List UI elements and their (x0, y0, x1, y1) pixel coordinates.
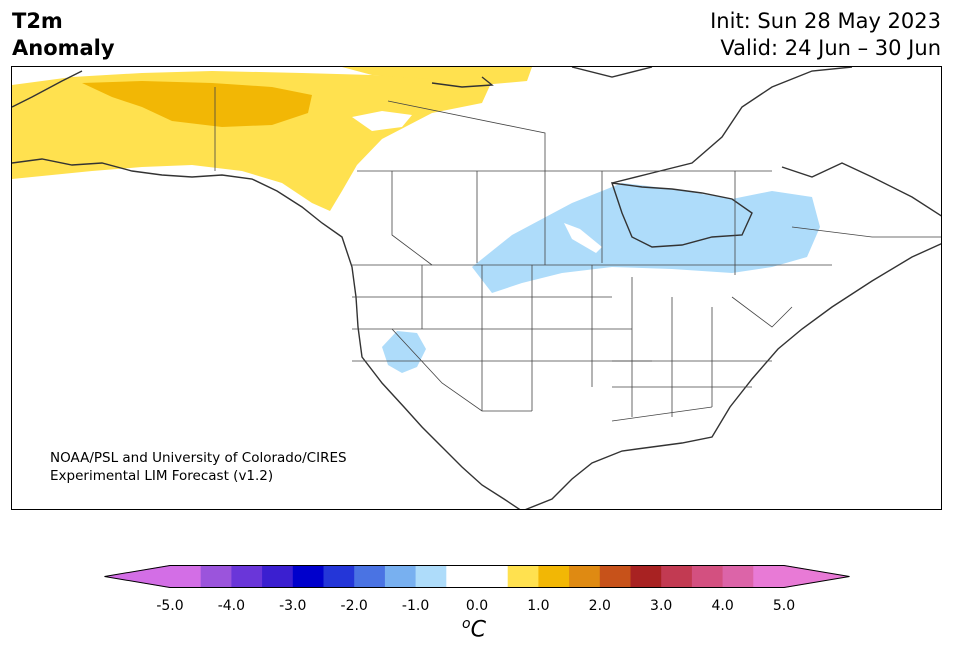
colorbar-swatch (477, 565, 509, 588)
colorbar-swatch (354, 565, 386, 588)
title-line-2: Anomaly (12, 36, 115, 60)
colorbar-swatch (753, 565, 785, 588)
colorbar-tick-label: 4.0 (711, 598, 734, 614)
forecast-dates: Init: Sun 28 May 2023 Valid: 24 Jun – 30… (710, 8, 941, 62)
colorbar-tick-label: 5.0 (772, 598, 796, 614)
colorbar-swatch (599, 565, 631, 588)
colorbar-swatch (200, 565, 232, 588)
colorbar-swatch (538, 565, 570, 588)
title-line-1: T2m (12, 9, 63, 33)
borders (214, 87, 941, 422)
colorbar-swatch (569, 565, 601, 588)
cool-anomaly-nevada (382, 331, 426, 373)
colorbar (104, 565, 850, 588)
colorbar-swatch (446, 565, 478, 588)
colorbar-tick-label: -1.0 (401, 598, 430, 614)
colorbar-swatch (507, 565, 539, 588)
colorbar-tick-label: -4.0 (217, 598, 246, 614)
init-date: Init: Sun 28 May 2023 (710, 9, 941, 33)
colorbar-swatch (231, 565, 263, 588)
valid-date: Valid: 24 Jun – 30 Jun (720, 36, 941, 60)
lake (564, 223, 602, 253)
colorbar-tick-label: 2.0 (588, 598, 611, 614)
warm-anomaly-alaska (12, 71, 492, 211)
warm-anomaly-core (82, 81, 312, 127)
lake (352, 111, 412, 131)
colorbar-unit: oC (462, 616, 486, 642)
credit-line-2: Experimental LIM Forecast (v1.2) (50, 468, 273, 484)
colorbar-tick-label: 0.0 (465, 598, 489, 614)
colorbar-swatch (661, 565, 693, 588)
colorbar-low-extend (104, 565, 170, 588)
colorbar-tick-label: -3.0 (279, 598, 307, 614)
colorbar-high-extend (784, 565, 850, 588)
colorbar-swatch (722, 565, 754, 588)
cool-anomaly-central-canada (472, 183, 820, 293)
colorbar-swatch (415, 565, 447, 588)
colorbar-tick-label: 1.0 (527, 598, 550, 614)
colorbar-tick-label: -2.0 (340, 598, 368, 614)
colorbar-swatch (384, 565, 417, 588)
credit-line-1: NOAA/PSL and University of Colorado/CIRE… (50, 450, 347, 466)
map-title: T2m Anomaly (12, 8, 115, 62)
colorbar-swatch (292, 565, 324, 588)
unit-label: C (470, 617, 486, 643)
map-panel: NOAA/PSL and University of Colorado/CIRE… (11, 66, 942, 510)
colorbar-tick-label: 3.0 (650, 598, 673, 614)
colorbar-tick-label: -5.0 (156, 598, 184, 614)
colorbar-outline (104, 565, 850, 588)
colorbar-swatch (323, 565, 355, 588)
colorbar-swatch (170, 565, 202, 588)
colorbar-swatch (691, 565, 724, 588)
degree-symbol: o (462, 616, 471, 632)
colorbar-swatch (262, 565, 294, 588)
warm-anomaly-canada-arctic (342, 67, 532, 85)
anomaly-map: NOAA/PSL and University of Colorado/CIRE… (12, 67, 941, 509)
colorbar-swatch (630, 565, 662, 588)
